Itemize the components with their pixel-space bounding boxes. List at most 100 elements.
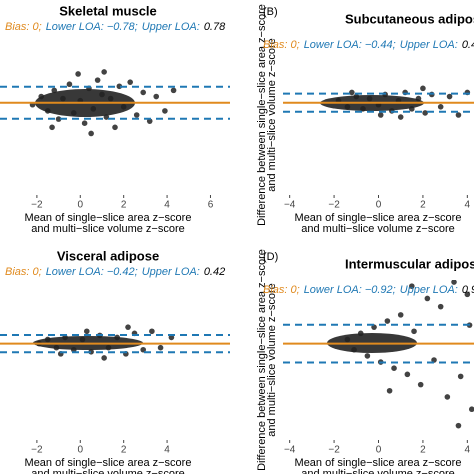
point (99, 91, 105, 98)
x-tick-label: 6 (208, 200, 214, 211)
point (417, 381, 424, 388)
x-tick-label: −4 (284, 200, 296, 211)
point (90, 106, 97, 112)
x-axis-label: Mean of single−slice area z−score (25, 457, 192, 469)
x-tick-label: 0 (78, 445, 84, 456)
point (107, 95, 114, 102)
point (79, 336, 86, 343)
lower-loa-text: Lower LOA: −0.78; (46, 21, 138, 33)
point (88, 130, 94, 137)
point (49, 124, 55, 131)
point (105, 344, 112, 351)
point (360, 106, 366, 112)
point (420, 85, 426, 92)
point (112, 124, 118, 131)
x-axis-label: and multi−slice volume z−score (301, 468, 454, 474)
panel-title: Intermuscular adipose (345, 256, 474, 271)
point (409, 106, 415, 112)
x-tick-label: 2 (420, 445, 426, 456)
panel-title: Visceral adipose (57, 248, 159, 263)
upper-loa-text: Upper LOA: (142, 266, 200, 278)
x-tick-label: −2 (328, 200, 340, 211)
panel-title: Subcutaneous adipose (345, 11, 474, 26)
bias-text: Bias: 0; (5, 266, 42, 278)
point (146, 118, 153, 124)
upper-loa-value: 0.78 (204, 21, 226, 33)
point (44, 108, 51, 114)
panel-label: (D) (263, 251, 278, 263)
point (444, 394, 451, 400)
x-tick-label: −2 (31, 200, 43, 211)
point (455, 422, 462, 429)
point (162, 108, 168, 114)
y-axis-label: and multi−slice volume z−score (266, 38, 278, 191)
point (455, 112, 462, 118)
y-axis-label: Difference between single−slice area z−s… (256, 249, 268, 471)
point (397, 114, 404, 120)
point (349, 89, 355, 96)
point (127, 79, 133, 85)
point (62, 334, 68, 341)
point (114, 334, 120, 341)
point (140, 89, 147, 96)
point (38, 93, 45, 100)
lower-loa-text: Lower LOA: −0.92; (304, 284, 396, 296)
point (468, 406, 474, 413)
upper-loa-text: Upper LOA: (400, 39, 458, 51)
point (170, 87, 177, 94)
point (66, 81, 73, 88)
lower-loa-text: Lower LOA: −0.44; (304, 39, 396, 51)
upper-loa-text: Upper LOA: (142, 21, 200, 33)
point (125, 324, 131, 330)
point (409, 283, 415, 289)
point (404, 371, 411, 378)
point (366, 95, 373, 102)
point (437, 103, 444, 110)
point (70, 346, 77, 353)
upper-loa-value: 0.42 (204, 266, 225, 278)
point (384, 318, 391, 324)
x-tick-label: 2 (121, 445, 127, 456)
point (377, 112, 384, 118)
x-tick-label: 0 (78, 200, 84, 211)
x-tick-label: 2 (420, 200, 426, 211)
point (103, 114, 110, 120)
bias-text: Bias: 0; (263, 39, 300, 51)
point (70, 110, 77, 116)
point (431, 357, 437, 363)
panel-title: Skeletal muscle (59, 3, 157, 18)
point (55, 116, 62, 122)
annotation: Bias: 0; Lower LOA: −0.78; Upper LOA: 0.78 (5, 21, 226, 33)
x-tick-label: 0 (376, 445, 382, 456)
point (422, 110, 428, 116)
annotation: Bias: 0; Lower LOA: −0.44; Upper LOA: 0.44 (263, 39, 474, 51)
point (344, 336, 351, 343)
point (357, 330, 364, 337)
point (446, 93, 453, 100)
point (60, 95, 66, 102)
upper-loa-value: 0.92 (462, 284, 474, 296)
point (83, 328, 90, 335)
point (149, 328, 155, 335)
point (353, 93, 360, 100)
point (391, 365, 397, 372)
plot-area (283, 85, 474, 120)
x-tick-label: 4 (465, 200, 471, 211)
x-axis-label: Mean of single−slice area z−score (295, 457, 462, 469)
x-axis-label: Mean of single−slice area z−score (25, 212, 192, 224)
plot-area (283, 280, 474, 429)
point (140, 346, 147, 353)
point (53, 344, 60, 351)
x-axis-label: Mean of single−slice area z−score (295, 212, 462, 224)
annotation: Bias: 0; Lower LOA: −0.42; Upper LOA: 0.42 (5, 266, 225, 278)
y-axis-label: and multi−slice volume z−score (266, 283, 278, 436)
x-axis-label: and multi−slice volume z−score (31, 223, 184, 235)
point (386, 387, 393, 394)
lower-loa-text: Lower LOA: −0.42; (46, 266, 138, 278)
point (351, 346, 357, 353)
point (120, 103, 127, 110)
upper-loa-value: 0.44 (462, 39, 474, 51)
annotation: Bias: 0; Lower LOA: −0.92; Upper LOA: 0.92 (263, 284, 474, 296)
point (457, 373, 464, 380)
